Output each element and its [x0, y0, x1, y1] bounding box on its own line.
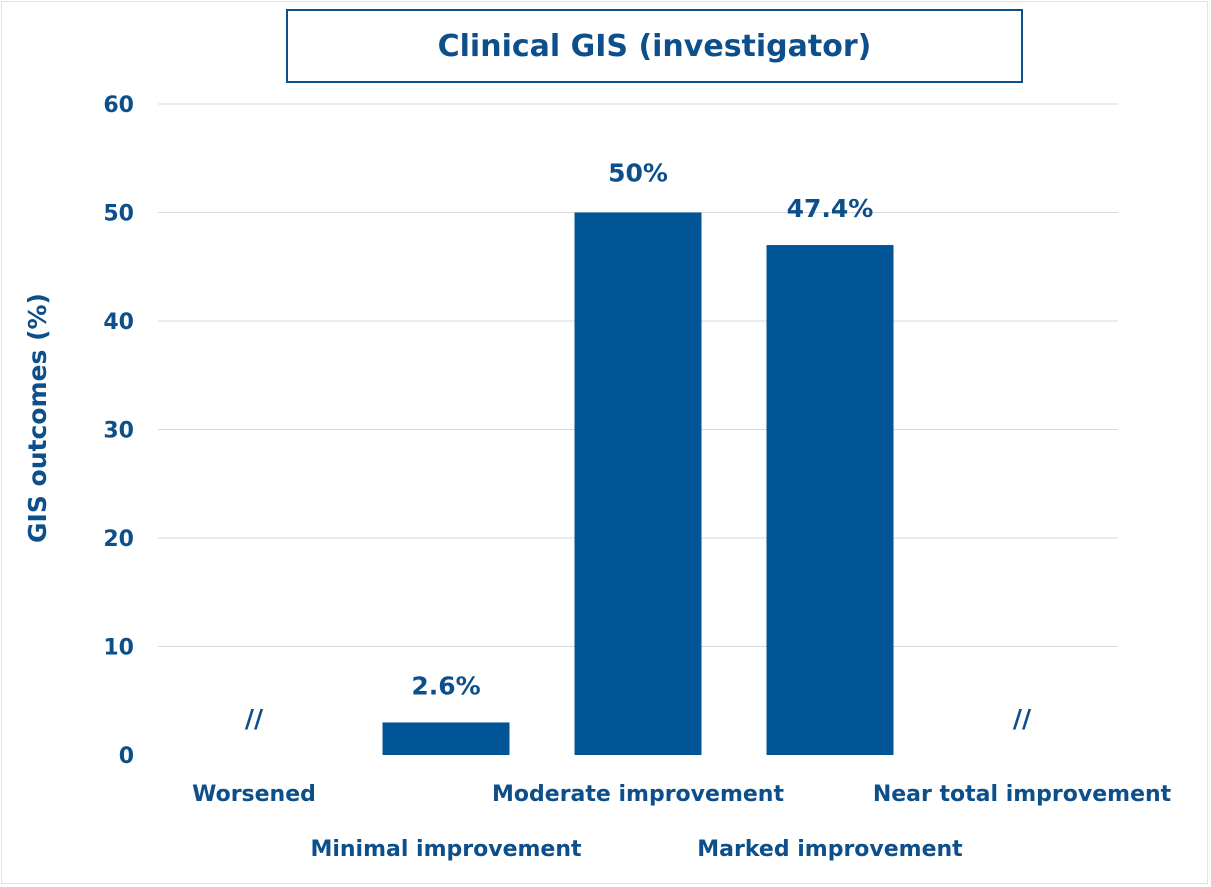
- x-tick-label: Near total improvement: [873, 782, 1172, 807]
- y-tick-label: 60: [103, 93, 134, 118]
- y-tick-label: 20: [103, 527, 134, 552]
- bars: [382, 212, 894, 756]
- x-axis-ticks: Worsened Minimal improvement Moderate impr…: [192, 782, 1172, 862]
- chart-title: Clinical GIS (investigator): [437, 28, 872, 64]
- data-labels: // 2.6% 50% 47.4% //: [245, 159, 1032, 734]
- bar: [382, 722, 510, 755]
- y-tick-label: 10: [103, 636, 134, 661]
- y-axis-ticks: 0 10 20 30 40 50 60: [103, 93, 134, 769]
- y-tick-label: 30: [103, 419, 134, 444]
- y-tick-label: 50: [103, 202, 134, 227]
- y-tick-label: 0: [119, 744, 134, 769]
- data-label: 2.6%: [411, 671, 480, 700]
- chart-title-box: Clinical GIS (investigator): [286, 9, 1023, 83]
- bar: [766, 245, 894, 756]
- data-label: //: [245, 704, 264, 733]
- bar: [574, 212, 702, 755]
- y-axis-label: GIS outcomes (%): [23, 293, 52, 543]
- x-tick-label: Marked improvement: [697, 837, 963, 862]
- data-label: 47.4%: [787, 194, 874, 223]
- data-label: 50%: [608, 159, 668, 188]
- y-tick-label: 40: [103, 310, 134, 335]
- data-label: //: [1013, 704, 1032, 733]
- x-tick-label: Moderate improvement: [492, 782, 784, 807]
- x-tick-label: Worsened: [192, 782, 316, 807]
- x-tick-label: Minimal improvement: [310, 837, 582, 862]
